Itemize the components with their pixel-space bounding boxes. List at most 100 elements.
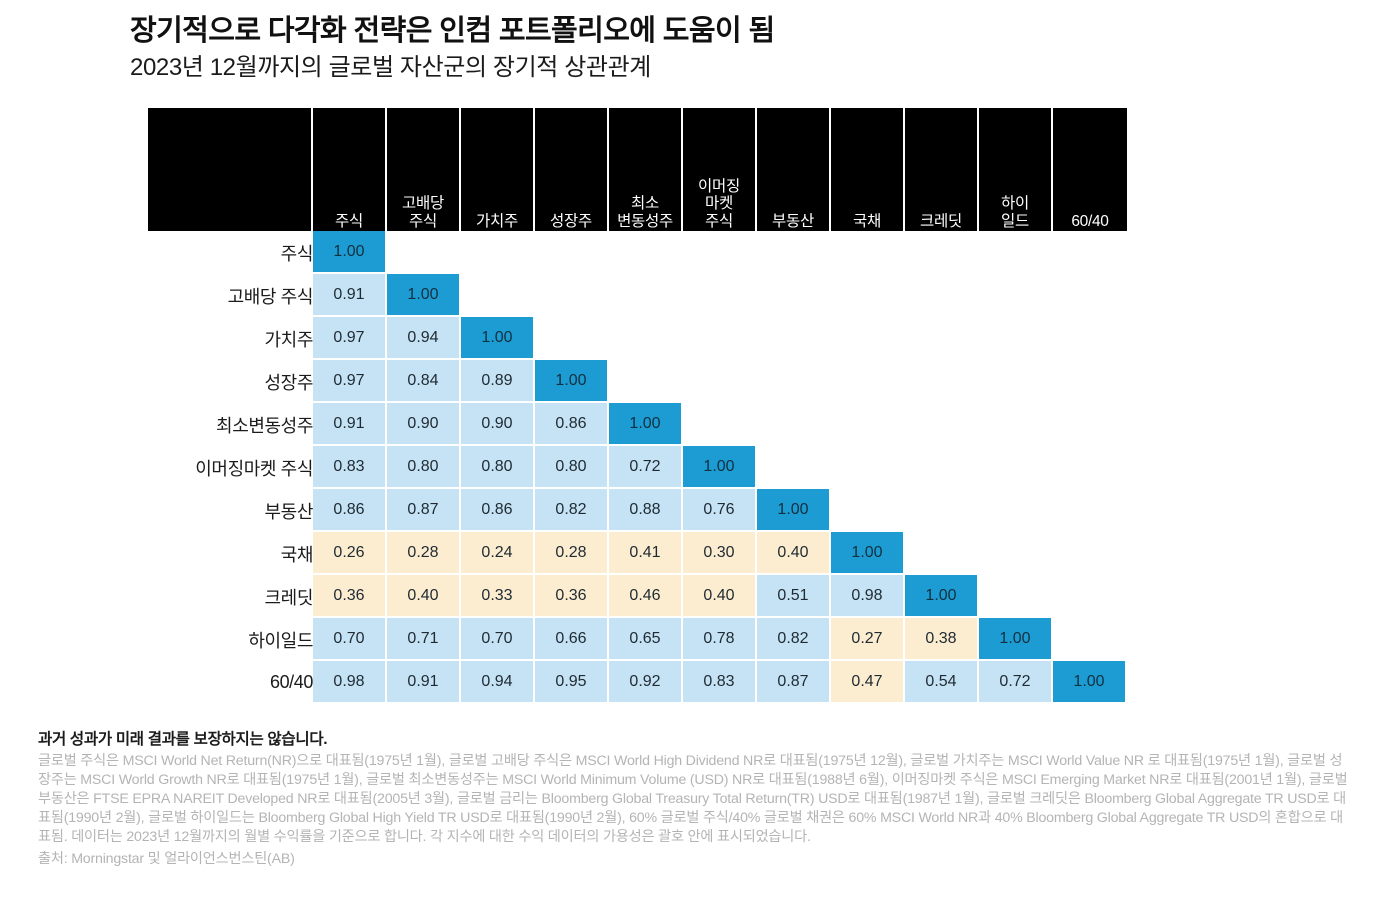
matrix-cell-empty <box>979 489 1053 532</box>
matrix-row: 크레딧 0.36 0.40 0.33 0.36 0.46 0.40 0.51 0.98 1.00 <box>148 575 1127 618</box>
matrix-cell-empty <box>905 317 979 360</box>
matrix-cell-empty <box>831 274 905 317</box>
matrix-cell-empty <box>757 231 831 274</box>
matrix-cell: 0.80 <box>461 446 535 489</box>
matrix-cell: 0.72 <box>609 446 683 489</box>
matrix-cell: 1.00 <box>535 360 609 403</box>
page-subtitle: 2023년 12월까지의 글로벌 자산군의 장기적 상관관계 <box>130 53 651 81</box>
matrix-cell-empty <box>1053 403 1127 446</box>
disclaimer-body: 글로벌 주식은 MSCI World Net Return(NR)으로 대표됨(… <box>38 753 1348 845</box>
matrix-cell: 0.89 <box>461 360 535 403</box>
matrix-cell-empty <box>831 231 905 274</box>
matrix-column-header: 성장주 <box>535 108 609 231</box>
title-block: 장기적으로 다각화 전략은 인컴 포트폴리오에 도움이 됨 2023년 12월까… <box>130 14 1330 83</box>
matrix-row: 60/40 0.98 0.91 0.94 0.95 0.92 0.83 0.87 0.47 0.5… <box>148 661 1127 704</box>
matrix-cell-empty <box>831 446 905 489</box>
matrix-column-header: 가치주 <box>461 108 535 231</box>
matrix-cell-empty <box>905 489 979 532</box>
footnotes: 과거 성과가 미래 결과를 보장하지는 않습니다. 글로벌 주식은 MSCI W… <box>38 727 1350 868</box>
matrix-cell: 1.00 <box>313 231 387 274</box>
matrix-cell: 0.28 <box>535 532 609 575</box>
matrix-row-label: 최소변동성주 <box>148 403 313 446</box>
matrix-cell: 0.91 <box>387 661 461 704</box>
matrix-cell-empty <box>609 317 683 360</box>
matrix-cell: 0.83 <box>683 661 757 704</box>
matrix-cell-empty <box>979 274 1053 317</box>
matrix-cell: 0.51 <box>757 575 831 618</box>
matrix-cell-empty <box>757 274 831 317</box>
matrix-cell: 0.82 <box>535 489 609 532</box>
matrix-cell-empty <box>831 489 905 532</box>
matrix-row-label: 국채 <box>148 532 313 575</box>
matrix-cell: 1.00 <box>609 403 683 446</box>
matrix-cell: 0.40 <box>683 575 757 618</box>
matrix-cell-empty <box>757 446 831 489</box>
matrix-cell-empty <box>905 532 979 575</box>
matrix-column-header: 고배당 주식 <box>387 108 461 231</box>
matrix-cell-empty <box>979 317 1053 360</box>
matrix-cell-empty <box>905 274 979 317</box>
matrix-cell: 0.87 <box>387 489 461 532</box>
matrix-cell: 0.91 <box>313 403 387 446</box>
matrix-cell: 0.26 <box>313 532 387 575</box>
matrix-cell-empty <box>609 231 683 274</box>
matrix-column-header: 국채 <box>831 108 905 231</box>
matrix-cell: 1.00 <box>1053 661 1127 704</box>
matrix-row-label: 하이일드 <box>148 618 313 661</box>
matrix-cell-empty <box>757 317 831 360</box>
matrix-cell-empty <box>1053 489 1127 532</box>
matrix-row: 최소변동성주 0.91 0.90 0.90 0.86 1.00 <box>148 403 1127 446</box>
matrix-cell: 0.90 <box>461 403 535 446</box>
matrix-cell: 1.00 <box>461 317 535 360</box>
matrix-cell: 0.30 <box>683 532 757 575</box>
matrix-cell-empty <box>609 274 683 317</box>
matrix-header-row: 주식 고배당 주식 가치주 성장주 최소 변동성주 이머징 마켓 주식 부동산 국채 크레딧 하이 일드 60… <box>148 108 1127 231</box>
matrix-cell: 0.70 <box>313 618 387 661</box>
matrix-cell: 0.78 <box>683 618 757 661</box>
matrix-cell: 0.28 <box>387 532 461 575</box>
matrix-cell: 0.86 <box>313 489 387 532</box>
matrix-cell-empty <box>535 231 609 274</box>
matrix-row: 주식 1.00 <box>148 231 1127 274</box>
matrix-cell: 1.00 <box>979 618 1053 661</box>
matrix-cell: 1.00 <box>683 446 757 489</box>
matrix-cell-empty <box>979 532 1053 575</box>
matrix-cell-empty <box>831 403 905 446</box>
matrix-cell: 0.71 <box>387 618 461 661</box>
matrix-column-header: 60/40 <box>1053 108 1127 231</box>
matrix-cell: 0.72 <box>979 661 1053 704</box>
matrix-cell: 0.70 <box>461 618 535 661</box>
matrix-cell: 0.33 <box>461 575 535 618</box>
matrix-row-label: 주식 <box>148 231 313 274</box>
matrix-cell-empty <box>979 575 1053 618</box>
matrix-cell-empty <box>831 360 905 403</box>
matrix-row-label: 고배당 주식 <box>148 274 313 317</box>
matrix-row-label: 성장주 <box>148 360 313 403</box>
matrix-cell-empty <box>461 231 535 274</box>
disclaimer-bold: 과거 성과가 미래 결과를 보장하지는 않습니다. <box>38 731 328 748</box>
matrix-row-label: 크레딧 <box>148 575 313 618</box>
matrix-cell-empty <box>683 317 757 360</box>
matrix-cell-empty <box>1053 532 1127 575</box>
matrix-cell-empty <box>683 360 757 403</box>
matrix-cell: 0.86 <box>461 489 535 532</box>
matrix-cell: 0.98 <box>313 661 387 704</box>
matrix-cell-empty <box>757 360 831 403</box>
matrix-cell: 0.91 <box>313 274 387 317</box>
matrix-cell: 1.00 <box>757 489 831 532</box>
matrix-cell: 0.47 <box>831 661 905 704</box>
matrix-row: 부동산 0.86 0.87 0.86 0.82 0.88 0.76 1.00 <box>148 489 1127 532</box>
matrix-cell-empty <box>831 317 905 360</box>
matrix-cell-empty <box>979 446 1053 489</box>
matrix-cell-empty <box>1053 360 1127 403</box>
matrix-cell: 0.40 <box>387 575 461 618</box>
matrix-cell: 0.54 <box>905 661 979 704</box>
matrix-row: 성장주 0.97 0.84 0.89 1.00 <box>148 360 1127 403</box>
matrix-cell-empty <box>683 403 757 446</box>
matrix-row-label: 부동산 <box>148 489 313 532</box>
matrix-cell: 0.86 <box>535 403 609 446</box>
matrix-column-header: 주식 <box>313 108 387 231</box>
matrix-cell: 0.97 <box>313 317 387 360</box>
matrix-cell: 0.40 <box>757 532 831 575</box>
matrix-row-label: 가치주 <box>148 317 313 360</box>
